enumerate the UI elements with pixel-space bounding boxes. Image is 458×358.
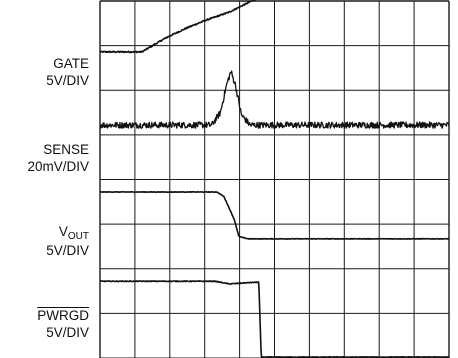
gate-label: GATE 5V/DIV <box>46 55 89 89</box>
sense-label: SENSE 20mV/DIV <box>27 141 89 175</box>
sense-name: SENSE <box>43 142 89 157</box>
gate-trace <box>99 0 256 54</box>
vout-scale: 5V/DIV <box>46 243 89 258</box>
traces <box>99 0 450 358</box>
vout-name-main: V <box>58 224 68 239</box>
pwrgd-name: PWRGD <box>37 308 89 323</box>
vout-name: VOUT <box>46 223 89 242</box>
gate-name: GATE <box>53 56 89 71</box>
pwrgd-scale: 5V/DIV <box>46 325 89 340</box>
vout-label: VOUT 5V/DIV <box>46 223 89 259</box>
pwrgd-label: PWRGD 5V/DIV <box>37 307 89 341</box>
sense-trace <box>99 70 450 129</box>
pwrgd-trace <box>99 280 450 358</box>
vout-name-sub: OUT <box>67 231 89 242</box>
grid <box>99 0 450 358</box>
sense-scale: 20mV/DIV <box>27 159 89 174</box>
vout-trace <box>99 190 450 240</box>
gate-scale: 5V/DIV <box>46 73 89 88</box>
trace-labels: GATE 5V/DIV SENSE 20mV/DIV VOUT 5V/DIV P… <box>0 0 96 358</box>
